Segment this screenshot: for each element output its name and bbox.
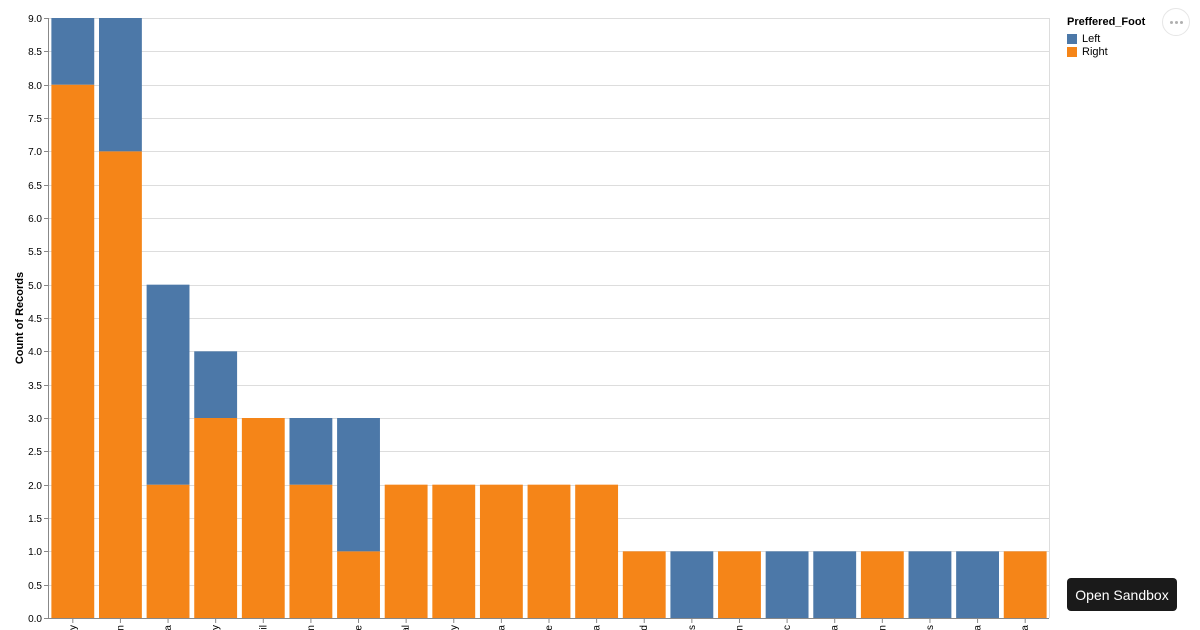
y-axis-title: Count of Records	[14, 272, 26, 364]
bar-left[interactable]	[146, 284, 190, 485]
y-tick-label: 8.5	[28, 47, 42, 58]
legend-label-left: Left	[1082, 32, 1101, 45]
x-tick-label: e	[544, 625, 555, 630]
bar-right[interactable]	[527, 484, 571, 618]
bar-right[interactable]	[860, 551, 904, 618]
y-tick-label: 1.5	[28, 514, 42, 525]
y-tick-label: 0.5	[28, 581, 42, 592]
x-tick-label: n	[877, 625, 888, 630]
y-tick-label: 7.0	[28, 147, 42, 158]
bar-left[interactable]	[337, 418, 380, 552]
more-options-button[interactable]	[1162, 8, 1190, 36]
y-tick-label: 3.0	[28, 414, 42, 425]
x-tick-label: a	[973, 625, 984, 630]
y-tick-label: 6.5	[28, 181, 42, 192]
y-tick-label: 8.0	[28, 81, 42, 92]
x-tick-label: n	[115, 625, 126, 630]
bar-right[interactable]	[575, 484, 619, 618]
x-tick-label: s	[925, 625, 936, 630]
legend-item-left[interactable]: Left	[1067, 32, 1145, 45]
legend-item-right[interactable]: Right	[1067, 45, 1145, 58]
bar-right[interactable]	[622, 551, 666, 618]
bar-right[interactable]	[289, 484, 333, 618]
y-tick-label: 7.5	[28, 114, 42, 125]
x-tick-label: d	[639, 625, 650, 630]
legend-swatch-left	[1067, 33, 1077, 44]
x-tick-label: al	[401, 625, 412, 630]
x-tick-label: y	[211, 625, 222, 630]
y-tick-label: 2.0	[28, 481, 42, 492]
y-tick-label: 2.5	[28, 447, 42, 458]
x-tick-label: a	[830, 625, 841, 630]
legend-swatch-right	[1067, 46, 1077, 57]
x-tick-label: e	[354, 625, 365, 630]
bar-left[interactable]	[908, 551, 952, 618]
bar-right[interactable]	[194, 418, 238, 618]
y-tick-label: 4.5	[28, 314, 42, 325]
x-tick-label: a	[592, 625, 603, 630]
x-tick-label: c	[782, 625, 793, 630]
bar-left[interactable]	[51, 18, 95, 85]
bar-left[interactable]	[956, 551, 999, 618]
bar-left[interactable]	[289, 418, 333, 485]
open-sandbox-button[interactable]: Open Sandbox	[1067, 578, 1177, 611]
x-tick-label: a	[163, 625, 174, 630]
bar-left[interactable]	[99, 18, 142, 152]
y-tick-label: 4.0	[28, 347, 42, 358]
bar-right[interactable]	[51, 84, 95, 618]
bar-right[interactable]	[99, 151, 142, 619]
bar-right[interactable]	[1003, 551, 1047, 618]
bar-right[interactable]	[432, 484, 476, 618]
legend: Preffered_Foot Left Right	[1067, 16, 1145, 58]
bar-left[interactable]	[765, 551, 809, 618]
bar-right[interactable]	[337, 551, 380, 618]
x-tick-label: n	[306, 625, 317, 630]
y-tick-label: 5.0	[28, 281, 42, 292]
y-tick-label: 9.0	[28, 14, 42, 25]
bar-left[interactable]	[813, 551, 857, 618]
bar-left[interactable]	[670, 551, 714, 618]
bar-right[interactable]	[241, 418, 285, 618]
bar-right[interactable]	[384, 484, 428, 618]
bar-right[interactable]	[146, 484, 190, 618]
x-tick-label: s	[687, 625, 698, 630]
y-tick-label: 0.0	[28, 614, 42, 625]
bar-right[interactable]	[479, 484, 523, 618]
y-tick-label: 5.5	[28, 247, 42, 258]
ellipsis-icon	[1169, 20, 1183, 24]
x-tick-label: y	[449, 625, 460, 630]
x-tick-label: y	[68, 625, 79, 630]
x-tick-label: a	[1020, 625, 1031, 630]
legend-label-right: Right	[1082, 45, 1108, 58]
bar-right[interactable]	[718, 551, 761, 618]
x-tick-label: il	[258, 625, 269, 629]
y-tick-label: 3.5	[28, 381, 42, 392]
x-tick-label: n	[734, 625, 745, 630]
y-tick-label: 1.0	[28, 547, 42, 558]
legend-title: Preffered_Foot	[1067, 16, 1146, 28]
y-tick-label: 6.0	[28, 214, 42, 225]
bar-left[interactable]	[194, 351, 238, 418]
x-tick-label: a	[496, 625, 507, 630]
